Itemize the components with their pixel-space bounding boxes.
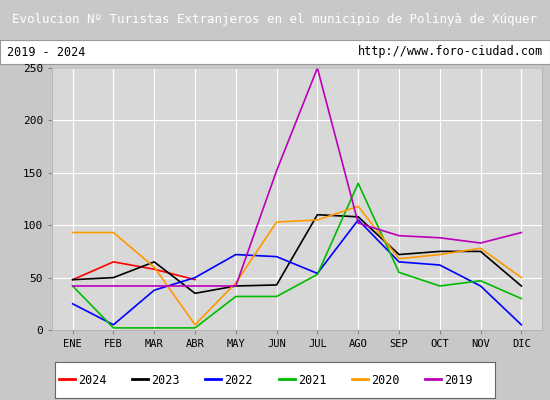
Text: http://www.foro-ciudad.com: http://www.foro-ciudad.com bbox=[358, 46, 543, 58]
Text: 2021: 2021 bbox=[298, 374, 326, 386]
Text: 2019: 2019 bbox=[444, 374, 473, 386]
Text: 2024: 2024 bbox=[78, 374, 106, 386]
Text: 2020: 2020 bbox=[371, 374, 399, 386]
Text: 2023: 2023 bbox=[151, 374, 179, 386]
Text: 2022: 2022 bbox=[224, 374, 253, 386]
Text: Evolucion Nº Turistas Extranjeros en el municipio de Polinyà de Xúquer: Evolucion Nº Turistas Extranjeros en el … bbox=[13, 14, 537, 26]
Text: 2019 - 2024: 2019 - 2024 bbox=[7, 46, 85, 58]
